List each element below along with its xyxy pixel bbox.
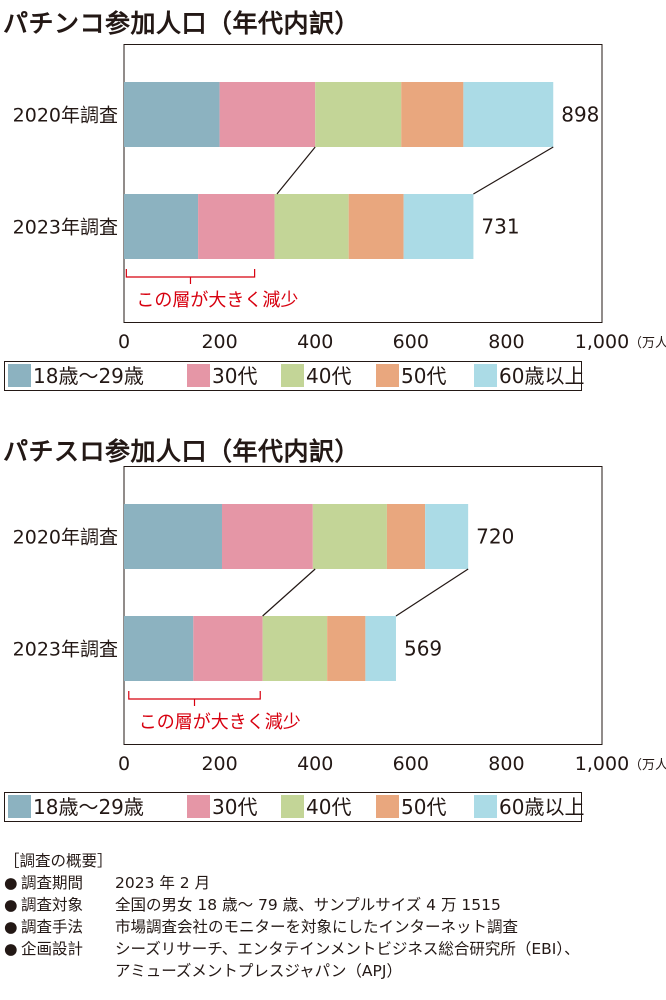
survey-row-method: ● 調査手法 市場調査会社のモニターを対象にしたインターネット調査	[4, 916, 654, 938]
bar-segment	[327, 616, 366, 681]
x-tick-label: 0	[118, 753, 130, 775]
legend-label: 18歳〜29歳	[33, 364, 144, 388]
total-label: 898	[561, 103, 599, 127]
legend-swatch	[376, 364, 399, 387]
bar-segment	[463, 82, 554, 147]
bar-segment	[386, 504, 426, 569]
survey-label: 調査期間	[21, 874, 84, 892]
bar-segment	[365, 616, 396, 681]
legend-swatch	[474, 364, 497, 387]
chart1-title: パチンコ参加人口（年代内訳）	[3, 9, 361, 38]
annotation-bracket	[128, 691, 261, 706]
legend-label: 30代	[212, 364, 258, 388]
survey-overview: ［調査の概要］ ● 調査期間 2023 年 2 月 ● 調査対象 全国の男女 1…	[4, 850, 654, 982]
legend-swatch	[281, 795, 304, 818]
bullet-icon: ●	[4, 918, 18, 936]
x-tick-label: 1,000	[575, 331, 629, 353]
annotation-text: この層が大きく減少	[136, 290, 298, 311]
bar-segment	[403, 194, 474, 259]
x-tick-label: 600	[393, 753, 429, 775]
connector-line	[262, 568, 316, 617]
bullet-icon: ●	[4, 874, 18, 892]
total-label: 569	[404, 637, 442, 661]
legend-swatch	[474, 795, 497, 818]
bar-segment	[124, 194, 199, 259]
legend-label: 50代	[401, 795, 447, 819]
annotation-text: この層が大きく減少	[139, 712, 301, 733]
legend-label: 60歳以上	[499, 795, 585, 819]
chart2-title: パチスロ参加人口（年代内訳）	[3, 437, 361, 466]
bar-segment	[124, 616, 194, 681]
annotation-bracket	[125, 269, 256, 284]
bar-segment	[193, 616, 263, 681]
x-tick-label: 400	[297, 753, 333, 775]
bar-segment	[198, 194, 275, 259]
bullet-icon: ●	[4, 940, 18, 958]
bar-segment	[348, 194, 404, 259]
legend-label: 18歳〜29歳	[33, 795, 144, 819]
legend-swatch	[8, 795, 31, 818]
bar-segment	[221, 504, 313, 569]
survey-value: 2023 年 2 月	[115, 874, 211, 892]
plot-frame	[123, 44, 603, 323]
category-label: 2020年調査	[13, 105, 118, 127]
legend-label: 40代	[306, 795, 352, 819]
survey-label: 調査手法	[21, 918, 84, 936]
survey-value: 市場調査会社のモニターを対象にしたインターネット調査	[115, 918, 519, 936]
survey-row-design: ● 企画設計 シーズリサーチ、エンタテインメントビジネス総合研究所（EBI）、	[4, 938, 654, 960]
x-tick-label: 1,000	[575, 753, 629, 775]
bar-segment	[315, 82, 402, 147]
bar-segment	[124, 82, 220, 147]
category-label: 2023年調査	[13, 217, 118, 239]
legend-label: 50代	[401, 364, 447, 388]
legend-label: 30代	[212, 795, 258, 819]
total-label: 720	[476, 525, 514, 549]
total-label: 731	[481, 215, 519, 239]
bar-segment	[274, 194, 349, 259]
x-tick-label: 400	[297, 331, 333, 353]
bar-segment	[312, 504, 387, 569]
x-tick-label: 800	[488, 331, 524, 353]
survey-label: 調査対象	[21, 896, 84, 914]
bar-segment	[425, 504, 469, 569]
legend-label: 60歳以上	[499, 364, 585, 388]
x-tick-label: 0	[118, 331, 130, 353]
connector-line	[395, 568, 469, 617]
chart2-plot: 2020年調査 720 2023年調査 569 この層が大きく減少 0 200 400 600 8…	[13, 466, 666, 775]
survey-value-continuation: アミューズメントプレスジャパン（APJ）	[115, 962, 402, 980]
legend-swatch	[281, 364, 304, 387]
x-tick-label: 200	[201, 753, 237, 775]
x-tick-label: 800	[488, 753, 524, 775]
survey-row-target: ● 調査対象 全国の男女 18 歳〜 79 歳、サンプルサイズ 4 万 1515	[4, 894, 654, 916]
bar-segment	[124, 504, 222, 569]
chart1-legend: 18歳〜29歳 30代 40代 50代 60歳以上	[4, 361, 585, 391]
survey-value: シーズリサーチ、エンタテインメントビジネス総合研究所（EBI）、	[115, 940, 580, 958]
bar-segment	[401, 82, 464, 147]
x-unit-label: （万人）	[629, 758, 666, 773]
survey-heading: ［調査の概要］	[4, 852, 113, 870]
legend-label: 40代	[306, 364, 352, 388]
bar-segment	[262, 616, 328, 681]
chart2-legend: 18歳〜29歳 30代 40代 50代 60歳以上	[4, 792, 585, 822]
legend-swatch	[8, 364, 31, 387]
survey-row-period: ● 調査期間 2023 年 2 月	[4, 872, 654, 894]
legend-swatch	[376, 795, 399, 818]
legend-swatch	[187, 364, 210, 387]
plot-frame	[123, 466, 603, 745]
category-label: 2020年調査	[13, 527, 118, 549]
bar-segment	[219, 82, 316, 147]
survey-value: 全国の男女 18 歳〜 79 歳、サンプルサイズ 4 万 1515	[115, 896, 501, 914]
x-tick-label: 200	[201, 331, 237, 353]
bullet-icon: ●	[4, 896, 18, 914]
x-tick-label: 600	[393, 331, 429, 353]
connector-line	[473, 146, 554, 195]
chart1-plot: 2020年調査 898 2023年調査 731 この層が大きく減少 0 200 400 600 8…	[13, 44, 666, 353]
category-label: 2023年調査	[13, 639, 118, 661]
x-unit-label: （万人）	[629, 336, 666, 351]
connector-line	[276, 146, 316, 195]
legend-swatch	[187, 795, 210, 818]
survey-label: 企画設計	[21, 940, 84, 958]
